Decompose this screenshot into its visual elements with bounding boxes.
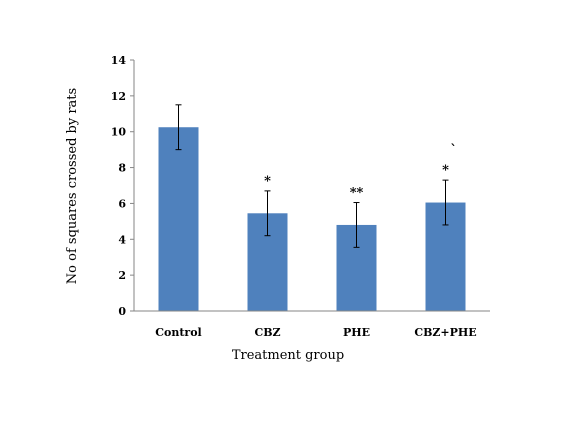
y-tick-label: 4 (118, 233, 126, 246)
y-tick-label: 0 (118, 305, 126, 318)
y-tick-label: 14 (111, 54, 127, 67)
category-labels-layer: Control CBZ PHE CBZ+PHE (155, 326, 476, 339)
bar-control (158, 127, 199, 311)
category-label: CBZ (254, 326, 280, 339)
extra-mark: ` (450, 143, 457, 158)
category-label: CBZ+PHE (414, 326, 476, 339)
significance-mark: * (264, 174, 271, 189)
annotations-layer: ****` (264, 143, 457, 200)
x-axis-title: Treatment group (232, 348, 344, 363)
y-tick-label: 6 (118, 197, 126, 210)
category-label: PHE (343, 326, 370, 339)
y-tick-label: 12 (111, 90, 126, 103)
y-axis-title: No of squares crossed by rats (65, 88, 80, 284)
error-bars-layer (175, 104, 449, 248)
y-ticks-layer: 0 2 4 6 8 10 12 14 (111, 54, 134, 318)
significance-mark: ** (350, 186, 364, 201)
bars-layer (158, 127, 466, 311)
significance-mark: * (442, 163, 449, 178)
category-label: Control (155, 326, 201, 339)
y-tick-label: 2 (118, 269, 126, 282)
y-tick-label: 8 (118, 162, 126, 175)
y-tick-label: 10 (111, 126, 127, 139)
